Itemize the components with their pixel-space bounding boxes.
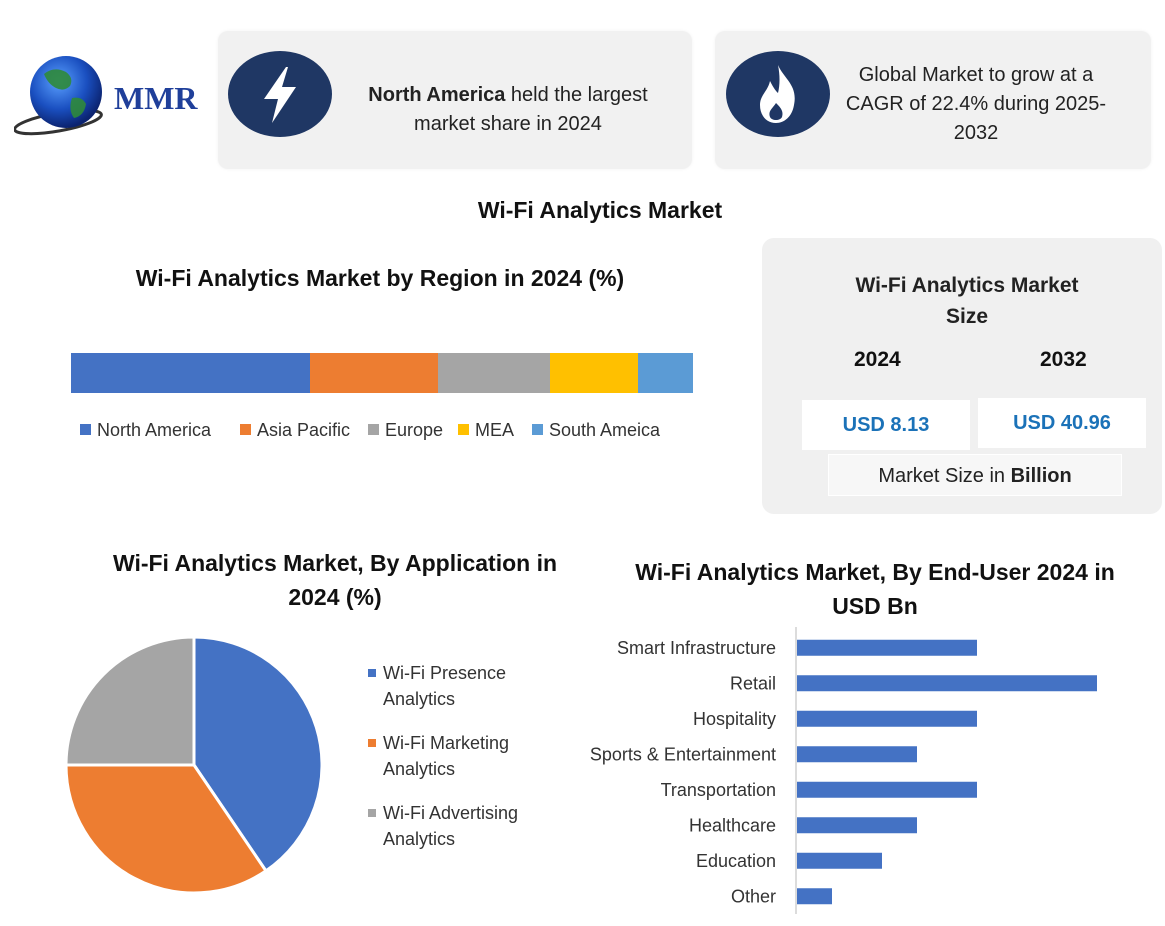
legend-swatch [368,669,376,677]
region-segment-south-ameica [638,353,693,393]
legend-label: Wi-Fi Marketing Analytics [383,733,510,779]
region-legend-item-mea: MEA [458,420,514,441]
year-2032-label: 2032 [1040,348,1087,371]
region-insight-text: North America held the largest market sh… [348,81,668,139]
enduser-label-hospitality: Hospitality [693,709,776,729]
application-chart-title: Wi-Fi Analytics Market, By Application i… [112,550,558,610]
pie-slice-wi-fi-advertising-analytics [64,635,196,767]
enduser-bar-education [797,852,882,869]
year-2024-label: 2024 [854,348,901,371]
lightning-icon [228,51,332,137]
mmr-logo: MMR [14,52,204,136]
region-insight-highlight: North America [368,84,506,106]
value-2024: USD 8.13 [802,400,970,450]
legend-swatch [532,424,543,435]
enduser-bar-sports-entertainment [797,746,917,763]
enduser-label-healthcare: Healthcare [689,815,776,835]
enduser-label-education: Education [696,851,776,871]
enduser-bar-hospitality [797,710,977,727]
region-segment-europe [437,353,550,393]
region-legend-item-asia-pacific: Asia Pacific [240,420,350,441]
legend-swatch [240,424,251,435]
legend-swatch [368,739,376,747]
enduser-bar-retail [797,675,1097,692]
growth-insight-card: Global Market to grow at a CAGR of 22.4%… [715,31,1151,169]
enduser-bar-transportation [797,781,977,798]
market-size-card: Wi-Fi Analytics Market Size 2024 2032 US… [762,238,1162,514]
enduser-label-transportation: Transportation [661,780,776,800]
region-chart-title: Wi-Fi Analytics Market by Region in 2024… [135,265,625,291]
enduser-label-other: Other [731,886,776,906]
enduser-label-retail: Retail [730,673,776,693]
pie-slice-wi-fi-presence-analytics [192,635,324,873]
legend-label: Asia Pacific [257,420,351,440]
enduser-bar-smart-infrastructure [797,639,977,656]
region-legend: North America Asia Pacific Europe MEA South … [80,420,720,444]
application-pie-chart [64,635,324,895]
unit-bold: Billion [1010,465,1072,487]
enduser-bar-other [797,888,832,905]
legend-label: Wi-Fi Presence Analytics [383,663,507,709]
region-insight-card: North America held the largest market sh… [218,31,692,169]
legend-swatch [368,424,379,435]
legend-label: Europe [385,420,444,440]
region-segment-mea [549,353,639,393]
flame-icon [726,51,830,137]
growth-insight-text: Global Market to grow at a CAGR of 22.4%… [845,64,1107,144]
region-insight-rest: held the largest market share in 2024 [414,84,648,135]
market-size-title: Wi-Fi Analytics Market Size [855,274,1079,328]
legend-label: South Ameica [549,420,661,440]
legend-swatch [80,424,91,435]
enduser-bar-chart: Smart Infrastructure Retail Hospitality Spo… [590,627,1097,914]
page-title: Wi-Fi Analytics Market [477,197,723,223]
pie-slice-wi-fi-marketing-analytics [64,763,269,895]
region-stacked-bar [71,353,693,393]
logo-text: MMR [114,80,198,116]
enduser-bar-healthcare [797,817,917,834]
value-2032: USD 40.96 [978,398,1146,448]
legend-label: North America [97,420,212,440]
region-legend-item-europe: Europe [368,420,443,441]
enduser-chart-title: Wi-Fi Analytics Market, By End-User 2024… [635,559,1115,619]
legend-swatch [368,809,376,817]
region-segment-north-america [71,353,311,393]
legend-swatch [458,424,469,435]
enduser-label-sports-entertainment: Sports & Entertainment [590,744,776,764]
region-legend-item-north-america: North America [80,420,211,441]
region-segment-asia-pacific [310,353,438,393]
region-legend-item-south-ameica: South Ameica [532,420,660,441]
globe-icon [14,56,103,136]
legend-label: MEA [475,420,515,440]
enduser-label-smart-infrastructure: Smart Infrastructure [617,638,776,658]
market-size-unit: Market Size in Billion [828,454,1122,496]
legend-label: Wi-Fi Advertising Analytics [383,803,519,849]
unit-prefix: Market Size in [878,465,1011,487]
